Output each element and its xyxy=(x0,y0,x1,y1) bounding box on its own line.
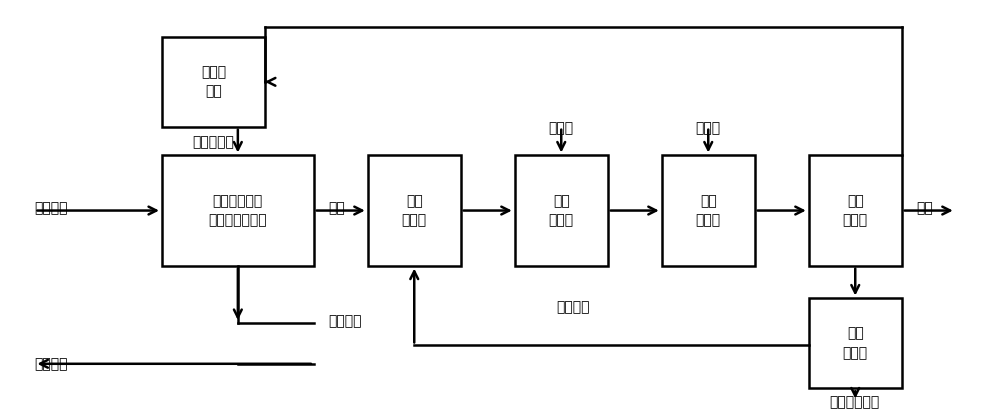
Text: 石灰乳: 石灰乳 xyxy=(695,121,720,135)
Text: 滤液
调节槽: 滤液 调节槽 xyxy=(402,194,427,227)
Bar xyxy=(162,37,265,127)
Text: 土壤淋洗设备
淋洗、泥水分离: 土壤淋洗设备 淋洗、泥水分离 xyxy=(209,194,267,227)
Text: 斜板
沉淀槽: 斜板 沉淀槽 xyxy=(843,194,868,227)
Text: 板框
压滤机: 板框 压滤机 xyxy=(843,327,868,360)
Text: 硫化钠: 硫化钠 xyxy=(548,121,573,135)
Text: 加入淋洗剂: 加入淋洗剂 xyxy=(192,135,234,149)
Text: 滤液: 滤液 xyxy=(328,201,345,216)
Text: 回收含铬污泥: 回收含铬污泥 xyxy=(830,395,880,409)
Bar xyxy=(809,299,902,388)
Text: 返回厂址: 返回厂址 xyxy=(34,357,68,371)
Text: 干净土壤: 干净土壤 xyxy=(328,314,362,328)
Bar xyxy=(162,156,314,266)
Text: 滤液回流: 滤液回流 xyxy=(557,300,590,314)
Bar xyxy=(368,156,461,266)
Bar xyxy=(809,156,902,266)
Text: 淋洗液
储槽: 淋洗液 储槽 xyxy=(201,65,226,98)
Text: 中和
反应槽: 中和 反应槽 xyxy=(696,194,721,227)
Text: 排放: 排放 xyxy=(916,201,933,216)
Text: 污染土壤: 污染土壤 xyxy=(34,201,68,216)
Bar xyxy=(662,156,755,266)
Bar xyxy=(515,156,608,266)
Text: 还原
反应槽: 还原 反应槽 xyxy=(549,194,574,227)
